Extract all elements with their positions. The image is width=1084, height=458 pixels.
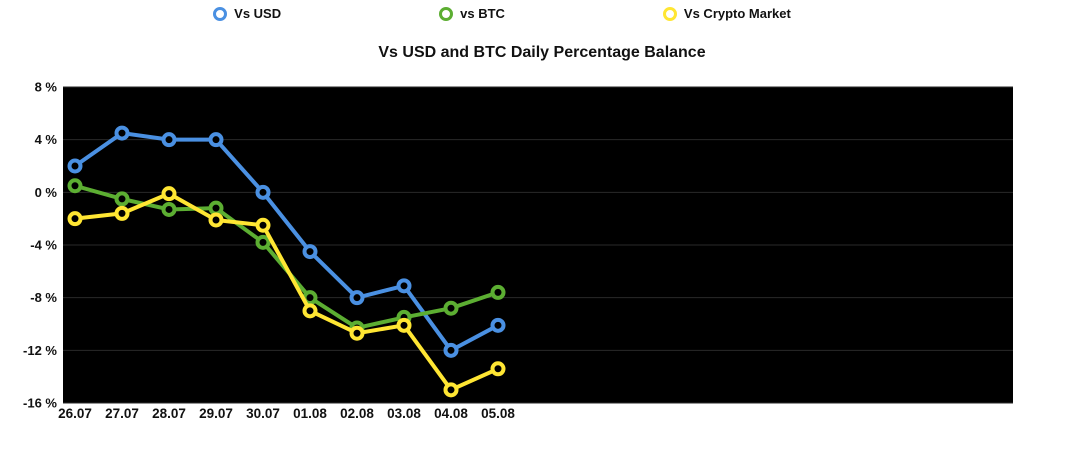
data-point[interactable] — [396, 317, 412, 333]
x-tick-label: 28.07 — [152, 406, 186, 421]
data-point[interactable] — [255, 184, 271, 200]
data-point[interactable] — [67, 178, 83, 194]
data-point[interactable] — [302, 303, 318, 319]
data-point[interactable] — [208, 200, 224, 216]
data-point[interactable] — [67, 211, 83, 227]
data-point[interactable] — [255, 234, 271, 250]
vs-usd-marker-icon — [213, 6, 228, 21]
y-tick-label: 0 % — [35, 185, 58, 200]
vs-crypto-market-marker-icon — [662, 6, 677, 21]
x-tick-label: 26.07 — [58, 406, 92, 421]
x-tick-label: 02.08 — [340, 406, 374, 421]
data-point[interactable] — [349, 325, 365, 341]
vs-btc-marker-icon — [439, 6, 454, 21]
chart-canvas[interactable]: 8 % 4 % 0 % -4 % -8 % -12 % -16 %26.07 27.07 28.… — [0, 80, 1084, 440]
series-vs-usd — [67, 125, 506, 358]
x-tick-label: 30.07 — [246, 406, 280, 421]
data-point[interactable] — [67, 158, 83, 174]
data-point[interactable] — [396, 278, 412, 294]
x-tick-label: 04.08 — [434, 406, 468, 421]
data-point[interactable] — [255, 217, 271, 233]
y-tick-label: -12 % — [23, 343, 57, 358]
series-line — [73, 191, 500, 392]
data-point[interactable] — [161, 201, 177, 217]
y-tick-label: -8 % — [30, 290, 57, 305]
x-tick-label: 05.08 — [481, 406, 515, 421]
data-point[interactable] — [114, 191, 130, 207]
x-tick-label: 03.08 — [387, 406, 421, 421]
legend-item-vs-crypto-market[interactable]: Vs Crypto Market — [662, 6, 791, 21]
data-point[interactable] — [349, 290, 365, 306]
data-point[interactable] — [208, 132, 224, 148]
legend-item-vs-btc[interactable]: vs BTC — [439, 6, 505, 21]
data-point[interactable] — [490, 317, 506, 333]
series-line — [73, 131, 500, 353]
legend-label-vs-btc: vs BTC — [460, 6, 505, 21]
legend-label-vs-crypto-market: Vs Crypto Market — [683, 6, 791, 21]
y-tick-label: -4 % — [30, 238, 57, 253]
x-tick-label: 01.08 — [293, 406, 327, 421]
data-point[interactable] — [114, 205, 130, 221]
data-point[interactable] — [443, 382, 459, 398]
data-point[interactable] — [302, 244, 318, 260]
data-point[interactable] — [443, 342, 459, 358]
y-tick-label: -16 % — [23, 396, 57, 411]
legend-label-vs-usd: Vs USD — [234, 6, 282, 21]
data-point[interactable] — [208, 212, 224, 228]
x-tick-label: 27.07 — [105, 406, 139, 421]
data-point[interactable] — [161, 186, 177, 202]
data-point[interactable] — [490, 361, 506, 377]
y-tick-label: 8 % — [35, 80, 58, 95]
series-vs-crypto-market — [67, 186, 506, 398]
legend: Vs USD vs BTC Vs Crypto Market — [0, 6, 1044, 21]
data-point[interactable] — [443, 300, 459, 316]
chart-title: Vs USD and BTC Daily Percentage Balance — [378, 44, 706, 61]
y-tick-label: 4 % — [35, 132, 58, 147]
x-tick-label: 29.07 — [199, 406, 233, 421]
data-point[interactable] — [490, 284, 506, 300]
data-point[interactable] — [161, 132, 177, 148]
legend-item-vs-usd[interactable]: Vs USD — [213, 6, 281, 21]
data-point[interactable] — [114, 125, 130, 141]
